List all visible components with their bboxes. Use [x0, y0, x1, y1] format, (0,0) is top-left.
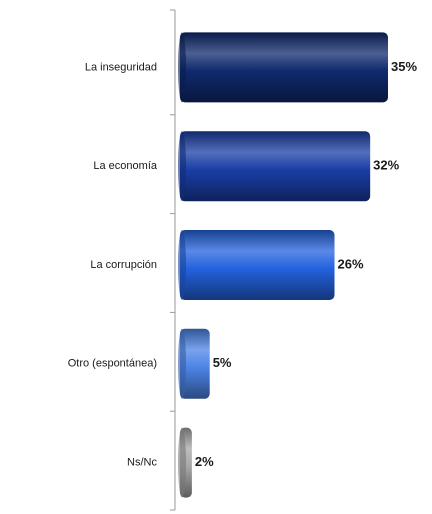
bar-cap	[178, 131, 186, 202]
bar	[180, 328, 210, 399]
bar-cap	[178, 230, 186, 300]
value-label: 2%	[195, 454, 214, 469]
value-label: 32%	[373, 158, 399, 173]
value-label: 26%	[338, 256, 364, 271]
category-label: La inseguridad	[85, 61, 157, 73]
bar	[180, 32, 388, 103]
bar-cap	[178, 427, 186, 498]
bar	[180, 131, 371, 202]
category-label: Otro (espontánea)	[68, 358, 157, 370]
value-label: 35%	[391, 59, 417, 74]
category-label: Ns/Nc	[127, 457, 157, 469]
bar	[180, 230, 335, 300]
category-label: La economía	[93, 160, 157, 172]
bar-cap	[178, 328, 186, 399]
value-label: 5%	[213, 355, 232, 370]
category-label: La corrupción	[90, 259, 157, 271]
bar-cap	[178, 32, 186, 103]
